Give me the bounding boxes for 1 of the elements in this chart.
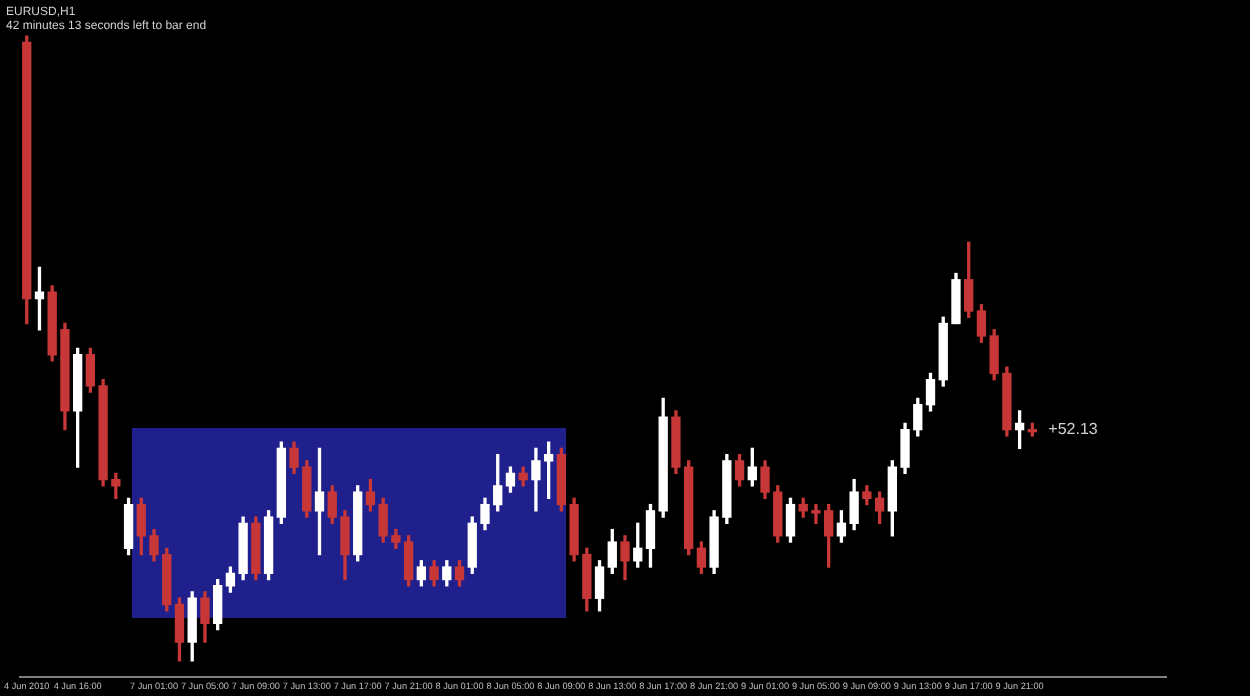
annotation: +52.13 [1048, 420, 1099, 439]
